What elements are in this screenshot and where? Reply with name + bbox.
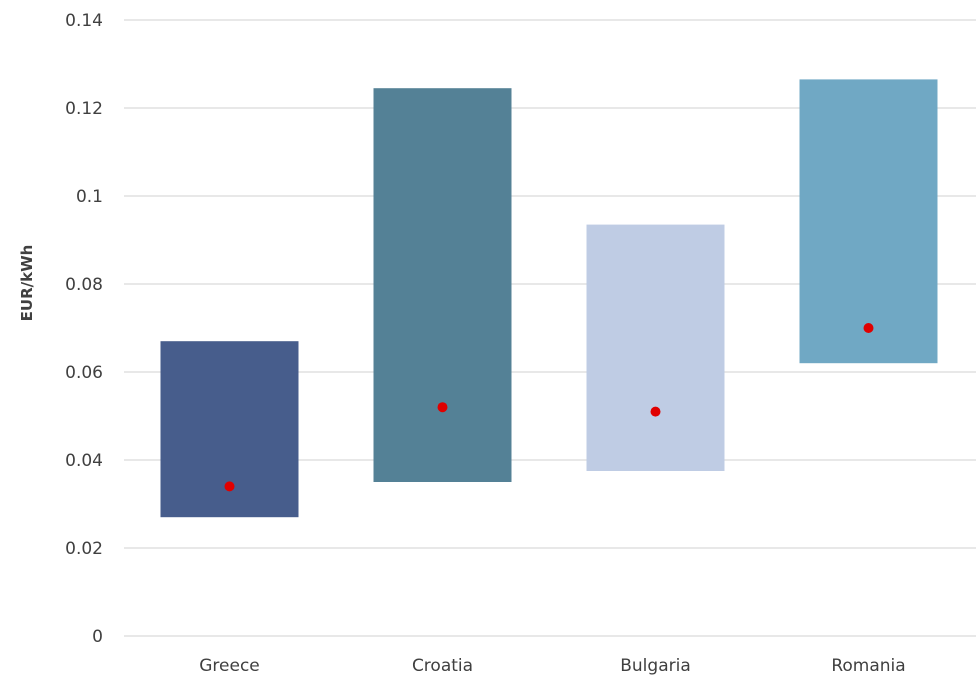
marker-greece (224, 481, 235, 492)
marker-bulgaria (650, 406, 661, 417)
range-bar-croatia (373, 88, 512, 482)
range-bar-romania (799, 79, 938, 364)
y-tick-label: 0.04 (65, 451, 103, 471)
category-label-romania: Romania (831, 656, 905, 676)
y-tick-label: 0.14 (65, 11, 103, 31)
marker-romania (863, 323, 874, 333)
y-axis-title: EUR/kWh (18, 245, 36, 322)
y-tick-label: 0.02 (65, 539, 103, 559)
category-label-croatia: Croatia (412, 656, 473, 676)
range-bars (160, 79, 938, 518)
x-axis-category-labels: Greece Croatia Bulgaria Romania (199, 656, 905, 676)
y-axis-tick-labels: 0 0.02 0.04 0.06 0.08 0.1 0.12 0.14 (65, 11, 103, 647)
y-tick-label: 0.08 (65, 275, 103, 295)
y-tick-label: 0.06 (65, 363, 103, 383)
y-tick-label: 0.12 (65, 99, 103, 119)
category-label-greece: Greece (199, 656, 260, 676)
y-tick-label: 0.1 (76, 187, 103, 207)
y-tick-label: 0 (92, 627, 103, 647)
value-markers (224, 323, 874, 492)
range-bar-bulgaria (586, 224, 725, 471)
category-label-bulgaria: Bulgaria (620, 656, 691, 676)
marker-croatia (437, 402, 448, 413)
